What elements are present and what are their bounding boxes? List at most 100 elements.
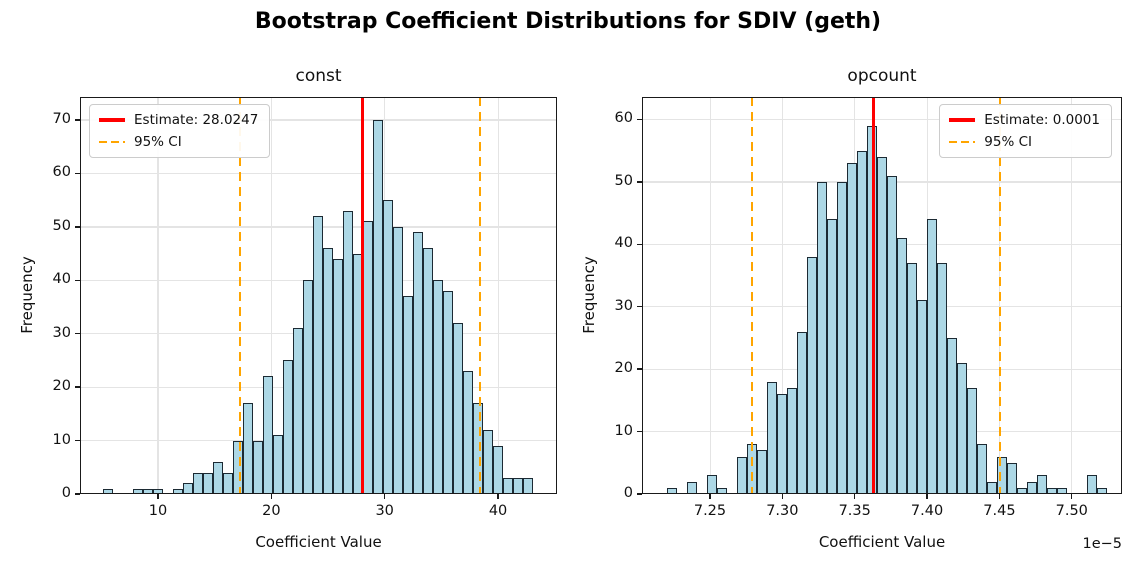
histogram-bar: [343, 210, 354, 494]
legend-estimate-label: Estimate: 28.0247: [134, 112, 259, 128]
histogram-bar: [806, 256, 817, 494]
histogram-bar: [393, 226, 404, 494]
x-tick-mark: [854, 494, 856, 499]
histogram-bar: [253, 440, 264, 494]
histogram-bar: [816, 181, 827, 494]
legend-opcount: Estimate: 0.0001 95% CI: [939, 104, 1112, 158]
x-tick-label: 7.35: [838, 503, 871, 519]
y-tick-mark: [637, 118, 642, 121]
histogram-bar: [976, 444, 987, 494]
histogram-bar: [966, 387, 977, 494]
x-gridline: [781, 97, 784, 494]
estimate-line: [871, 97, 875, 494]
histogram-bar: [103, 488, 113, 494]
x-tick-mark: [709, 494, 711, 499]
histogram-bar: [273, 435, 284, 494]
histogram-bar: [323, 248, 334, 494]
y-tick-mark: [75, 439, 80, 442]
y-tick-label: 60: [614, 110, 633, 127]
axis-offset-text: 1e−5: [1082, 536, 1122, 552]
ci-line: [750, 97, 754, 494]
y-gridline: [80, 119, 557, 121]
x-tick-mark: [998, 494, 1001, 499]
histogram-bar: [716, 487, 727, 494]
histogram-bar: [846, 163, 857, 494]
subplot-title-const: const: [295, 66, 342, 86]
figure-title: Bootstrap Coefficient Distributions for …: [254, 9, 882, 34]
y-tick-mark: [637, 368, 642, 370]
histogram-bar: [223, 472, 234, 494]
y-tick-label: 70: [52, 110, 71, 127]
histogram-bar: [826, 219, 837, 494]
y-tick-mark: [637, 181, 642, 183]
y-tick-mark: [75, 226, 80, 228]
y-tick-label: 20: [52, 378, 71, 395]
histogram-bar: [263, 376, 274, 494]
estimate-line-swatch: [99, 118, 125, 122]
histogram-bar: [1046, 487, 1057, 494]
histogram-bar: [856, 150, 867, 494]
y-gridline: [642, 118, 1122, 121]
histogram-bar: [1056, 487, 1067, 494]
histogram-bar: [1036, 475, 1047, 494]
y-tick-label: 0: [61, 485, 71, 501]
histogram-bar: [373, 119, 384, 494]
histogram-bar: [776, 394, 787, 494]
histogram-bar: [513, 477, 524, 494]
histogram-bar: [433, 280, 444, 494]
x-tick-mark: [781, 494, 784, 499]
x-tick-mark: [270, 494, 273, 499]
x-gridline: [497, 97, 499, 494]
histogram-bar: [493, 445, 504, 494]
y-tick-label: 0: [623, 485, 633, 501]
histogram-bar: [956, 362, 967, 494]
y-tick-mark: [75, 333, 80, 335]
x-gridline: [709, 97, 711, 494]
y-tick-mark: [637, 306, 642, 308]
histogram-bar: [686, 481, 697, 494]
x-tick-label: 10: [148, 503, 168, 519]
ci-line: [238, 97, 242, 494]
legend-const: Estimate: 28.0247 95% CI: [89, 104, 271, 158]
histogram-bar: [766, 381, 777, 494]
y-tick-label: 40: [614, 235, 633, 252]
histogram-bar: [173, 488, 184, 494]
y-tick-mark: [637, 243, 642, 245]
xlabel-const: Coefficient Value: [255, 533, 382, 551]
y-tick-mark: [75, 386, 80, 388]
ci-line: [998, 97, 1002, 494]
histogram-bar: [143, 488, 154, 494]
ci-line: [478, 97, 482, 494]
histogram-bar: [523, 477, 534, 494]
y-tick-mark: [75, 172, 80, 175]
y-tick-mark: [637, 493, 642, 495]
histogram-bar: [443, 290, 454, 494]
histogram-bar: [333, 258, 344, 494]
histogram-bar: [886, 175, 897, 494]
legend-estimate-label: Estimate: 0.0001: [984, 112, 1100, 128]
y-tick-mark: [75, 119, 80, 121]
legend-entry-ci: 95% CI: [99, 134, 258, 150]
histogram-bar: [756, 450, 767, 494]
y-gridline: [80, 172, 557, 175]
histogram-bar: [1016, 487, 1027, 494]
y-tick-label: 30: [614, 297, 633, 314]
legend-entry-ci: 95% CI: [949, 134, 1100, 150]
y-tick-mark: [75, 279, 80, 281]
histogram-bar: [303, 280, 314, 494]
histogram-bar: [1086, 475, 1097, 494]
histogram-bar: [313, 216, 324, 494]
x-tick-label: 30: [375, 503, 394, 519]
histogram-bar: [736, 456, 747, 494]
histogram-bar: [836, 181, 847, 494]
y-tick-label: 30: [52, 324, 71, 341]
histogram-bar: [203, 472, 214, 494]
x-gridline: [1071, 97, 1073, 494]
x-tick-label: 7.30: [766, 503, 799, 519]
x-tick-mark: [926, 494, 928, 499]
histogram-bar: [986, 481, 997, 494]
histogram-bar: [1096, 487, 1107, 494]
x-tick-label: 40: [488, 503, 508, 519]
histogram-bar: [193, 472, 204, 494]
